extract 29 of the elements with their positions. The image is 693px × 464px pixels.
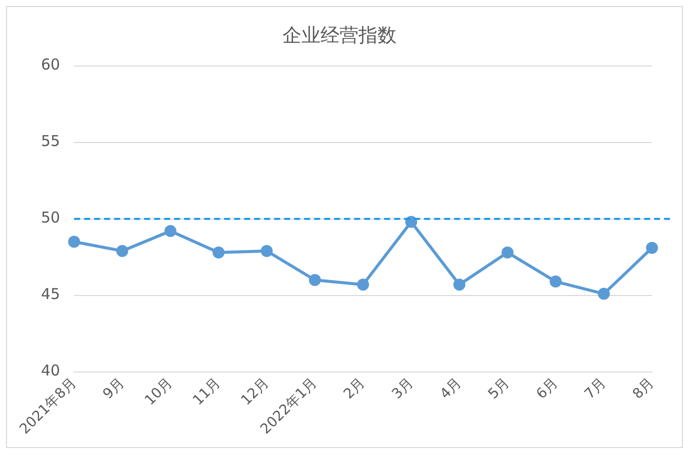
point [646, 242, 658, 254]
y-tick-label: 45 [40, 285, 60, 304]
point [164, 225, 176, 238]
point [598, 288, 610, 300]
point [308, 274, 321, 286]
point [357, 278, 370, 291]
x-tick-label: 6月 [534, 374, 562, 402]
y-tick-label: 50 [40, 208, 60, 227]
point [212, 246, 225, 258]
y-tick-label: 40 [40, 362, 60, 380]
point [116, 244, 128, 257]
y-tick-label: 60 [40, 56, 60, 74]
x-tick-label: 12月 [238, 374, 272, 409]
y-tick-label: 55 [40, 132, 60, 150]
point [68, 236, 80, 248]
x-tick-label: 3月 [389, 374, 417, 402]
x-tick-label: 4月 [437, 374, 465, 402]
point [502, 246, 514, 258]
point [550, 276, 562, 288]
x-tick-label: 2月 [340, 374, 368, 402]
x-tick-label: 7月 [582, 374, 610, 402]
point [453, 278, 466, 291]
x-tick-label: 10月 [142, 374, 176, 409]
x-tick-label: 5月 [485, 374, 513, 402]
x-tick-label: 8月 [630, 374, 658, 402]
chart-title: 企业经营指数 [282, 24, 396, 46]
x-tick-label: 9月 [100, 374, 128, 402]
point [260, 244, 273, 257]
x-tick-label: 11月 [190, 374, 224, 409]
